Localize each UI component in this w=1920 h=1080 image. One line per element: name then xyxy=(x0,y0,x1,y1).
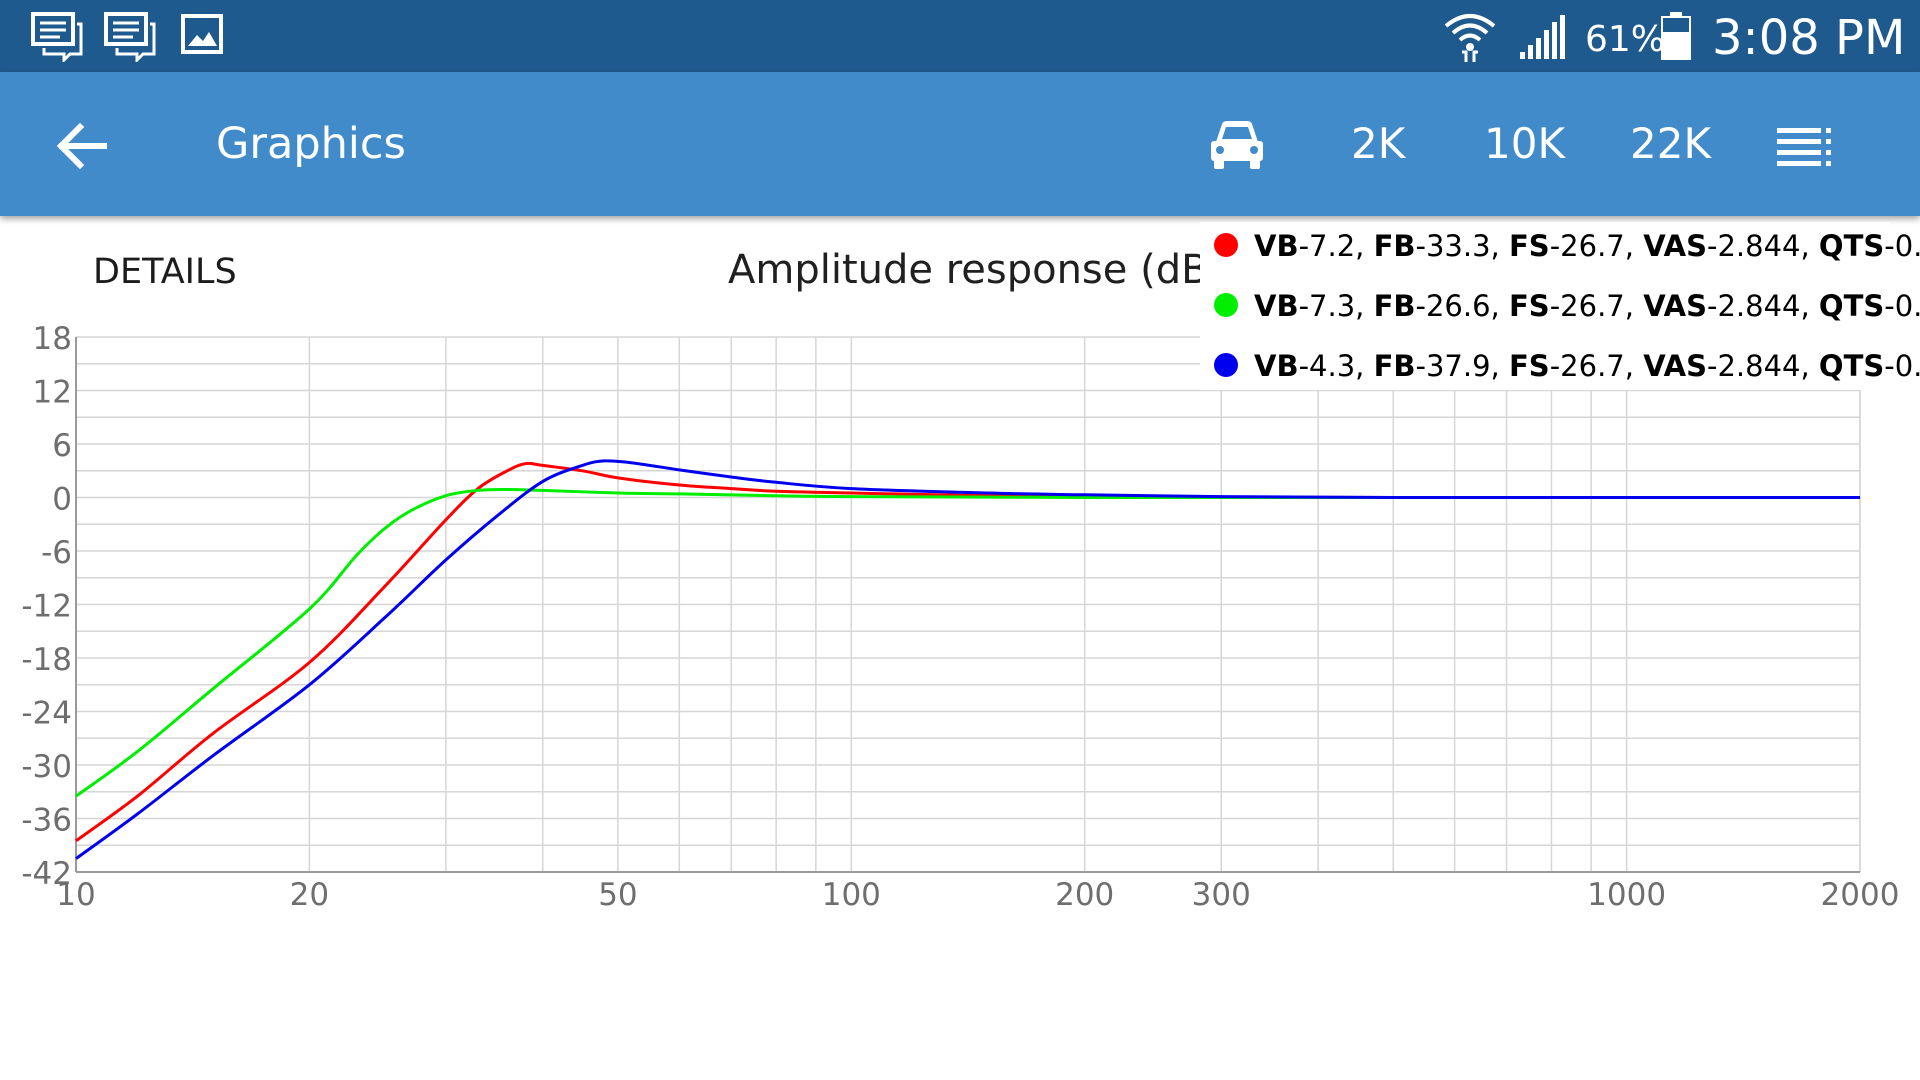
x-tick-label: 200 xyxy=(1055,877,1114,913)
x-tick-label: 10 xyxy=(56,877,95,913)
legend-value-fs: -26.7, xyxy=(1549,289,1644,323)
legend-key-vb: VB xyxy=(1254,289,1299,323)
legend-key-qts: QTS xyxy=(1818,349,1885,383)
y-tick-label: -42 xyxy=(21,856,72,892)
legend-value-vas: -2.844, xyxy=(1707,349,1819,383)
range-2k-button[interactable]: 2K xyxy=(1351,119,1406,168)
legend-key-fb: FB xyxy=(1373,349,1416,383)
legend-value-vb: -4.3, xyxy=(1298,349,1374,383)
app-toolbar: Graphics 2K 10K 22K xyxy=(0,72,1920,216)
legend-item: VB-7.3, FB-26.6, FS-26.7, VAS-2.844, QTS… xyxy=(1214,284,1920,328)
x-tick-label: 20 xyxy=(290,877,329,913)
legend-value-qts: -0.444 xyxy=(1884,289,1920,323)
legend-item: VB-7.2, FB-33.3, FS-26.7, VAS-2.844, QTS… xyxy=(1214,224,1920,268)
details-button[interactable]: DETAILS xyxy=(93,252,237,292)
legend-value-vas: -2.844, xyxy=(1707,289,1819,323)
legend-key-qts: QTS xyxy=(1818,289,1885,323)
chat-icon xyxy=(30,10,84,67)
series-line-3 xyxy=(75,459,1860,860)
battery-percent: 61% xyxy=(1585,19,1666,60)
series-line-2 xyxy=(75,487,1860,798)
legend-value-fb: -37.9, xyxy=(1415,349,1509,383)
legend-value-vb: -7.2, xyxy=(1298,229,1374,263)
x-tick-label: 50 xyxy=(598,877,637,913)
legend-dot xyxy=(1214,353,1238,377)
page-title: Graphics xyxy=(216,119,406,169)
legend-dot xyxy=(1214,233,1238,257)
battery-icon xyxy=(1660,12,1692,65)
legend-key-qts: QTS xyxy=(1818,229,1885,263)
range-22k-button[interactable]: 22K xyxy=(1630,119,1711,168)
y-tick-label: -18 xyxy=(21,642,72,678)
legend-value-fs: -26.7, xyxy=(1549,349,1644,383)
clock: 3:08 PM xyxy=(1712,10,1906,66)
status-bar: 61% 3:08 PM xyxy=(0,0,1920,72)
menu-icon[interactable] xyxy=(1775,124,1835,168)
legend-key-fb: FB xyxy=(1373,229,1416,263)
legend-dot xyxy=(1214,293,1238,317)
y-tick-label: -6 xyxy=(41,535,72,571)
legend-key-vb: VB xyxy=(1254,349,1299,383)
legend-key-fs: FS xyxy=(1509,229,1550,263)
y-tick-label: 12 xyxy=(33,375,72,411)
signal-icon xyxy=(1518,14,1568,65)
legend-value-fs: -26.7, xyxy=(1549,229,1644,263)
legend-key-vas: VAS xyxy=(1643,289,1707,323)
y-tick-label: -12 xyxy=(21,589,72,625)
legend-value-qts: -0.444 xyxy=(1884,349,1920,383)
legend-value-fb: -26.6, xyxy=(1415,289,1509,323)
x-tick-label: 2000 xyxy=(1821,877,1900,913)
legend-value-qts: -0.444 xyxy=(1884,229,1920,263)
legend-value-vb: -7.3, xyxy=(1298,289,1374,323)
y-tick-label: 0 xyxy=(52,482,72,518)
chart-legend: VB-7.2, FB-33.3, FS-26.7, VAS-2.844, QTS… xyxy=(1200,222,1920,390)
y-tick-label: -24 xyxy=(21,696,72,732)
x-tick-label: 1000 xyxy=(1587,877,1666,913)
y-tick-label: -30 xyxy=(21,749,72,785)
series-line-1 xyxy=(75,461,1860,843)
y-tick-label: 6 xyxy=(52,428,72,464)
car-icon[interactable] xyxy=(1206,114,1268,176)
legend-key-fs: FS xyxy=(1509,349,1550,383)
chat-icon xyxy=(103,10,157,67)
legend-key-vas: VAS xyxy=(1643,349,1707,383)
legend-value-vas: -2.844, xyxy=(1707,229,1819,263)
x-tick-label: 100 xyxy=(822,877,881,913)
chart-title: Amplitude response (dB) xyxy=(728,247,1225,293)
y-tick-label: 18 xyxy=(33,321,72,357)
legend-value-fb: -33.3, xyxy=(1415,229,1509,263)
wifi-icon xyxy=(1442,8,1498,69)
image-icon xyxy=(180,10,224,63)
legend-key-fs: FS xyxy=(1509,289,1550,323)
x-tick-label: 300 xyxy=(1192,877,1251,913)
legend-key-vas: VAS xyxy=(1643,229,1707,263)
range-10k-button[interactable]: 10K xyxy=(1484,119,1565,168)
legend-key-vb: VB xyxy=(1254,229,1299,263)
back-arrow-icon[interactable] xyxy=(52,116,112,176)
legend-key-fb: FB xyxy=(1373,289,1416,323)
legend-item: VB-4.3, FB-37.9, FS-26.7, VAS-2.844, QTS… xyxy=(1214,344,1920,388)
y-tick-label: -36 xyxy=(21,803,72,839)
